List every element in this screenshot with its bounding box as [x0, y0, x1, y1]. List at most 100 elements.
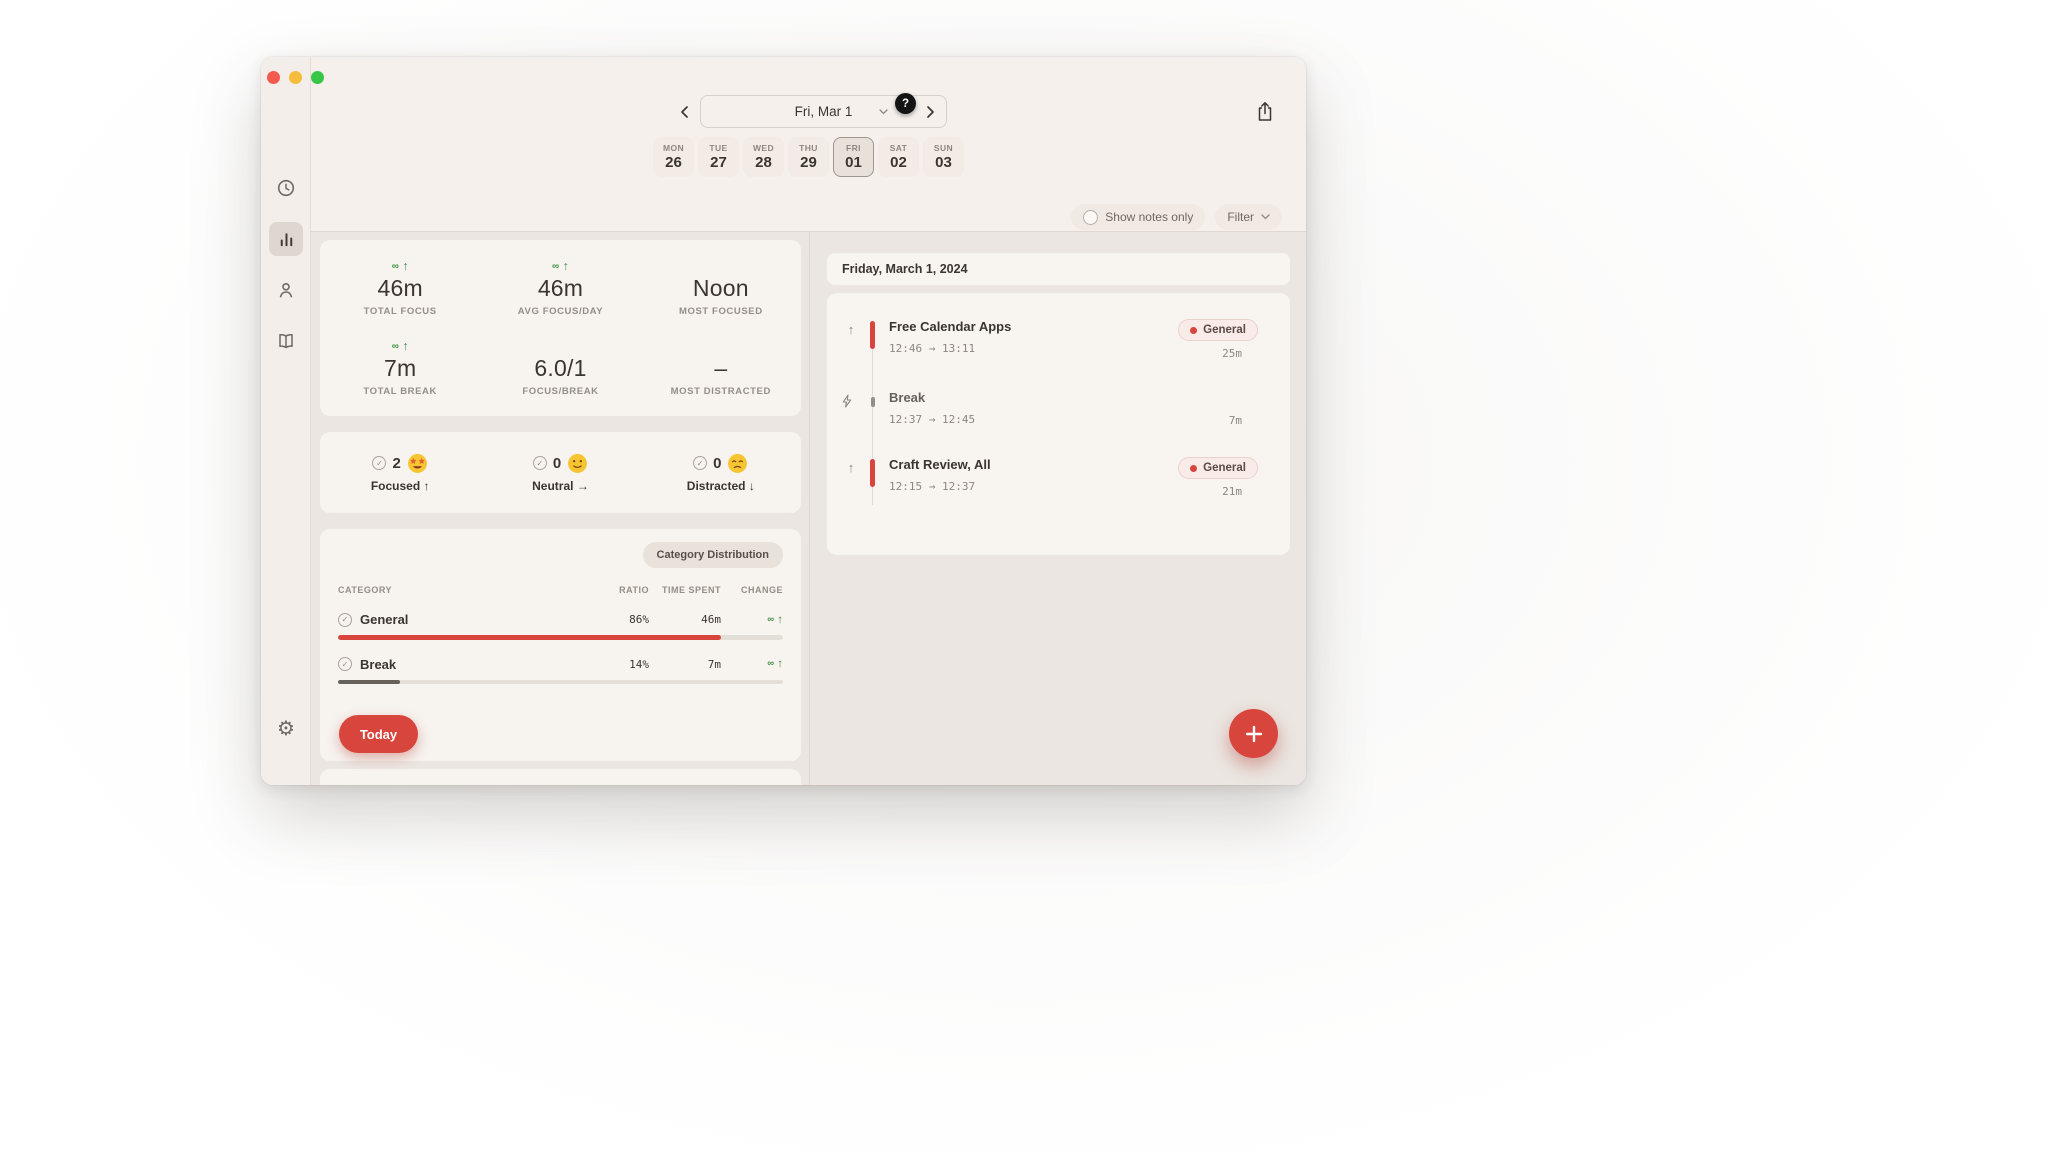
session-row-craft-review[interactable]: ↑ Craft Review, All 12:15 → 12:37 Genera… [841, 457, 1290, 498]
session-row-free-calendar-apps[interactable]: ↑ Free Calendar Apps 12:46 → 13:11 Gener… [841, 319, 1290, 360]
summary-stats-card: ∞ ↑ 46m TOTAL FOCUS ∞ ↑ 46m AVG FOCUS/DA… [320, 240, 801, 416]
mood-label: Distracted ↓ [686, 478, 755, 493]
sidebar-item-stats[interactable] [269, 222, 303, 256]
help-badge[interactable]: ? [895, 93, 916, 114]
check-circle-icon[interactable]: ✓ [532, 456, 547, 470]
book-icon [276, 331, 296, 351]
stat-value: 46m [537, 275, 584, 301]
stat-total-focus: ∞ ↑ 46m TOTAL FOCUS [320, 248, 480, 328]
app-window: ⚙ Fri, Mar 1 ? [261, 57, 1306, 785]
column-header-category: CATEGORY [338, 585, 393, 595]
timeline-pane: Friday, March 1, 2024 ↑ Free Calendar Ap… [810, 232, 1306, 785]
category-badge: General [1178, 457, 1258, 479]
day-name: SUN [933, 143, 954, 153]
trend-up-indicator: ∞ ↑ [391, 339, 409, 353]
day-name: MON [662, 143, 685, 153]
day-cell-tue[interactable]: TUE 27 [698, 137, 739, 177]
mood-neutral: ✓ 0 Neutral → [480, 432, 640, 513]
day-number: 27 [710, 154, 727, 171]
category-row-break: ✓ Break 14% 7m ∞ ↑ [338, 657, 783, 684]
mood-label: Focused ↑ [370, 478, 430, 493]
show-notes-only-label: Show notes only [1105, 210, 1194, 224]
category-time-spent: 46m [701, 613, 721, 626]
stat-label: TOTAL BREAK [363, 386, 437, 397]
window-controls [267, 71, 324, 84]
chevron-down-icon [879, 109, 888, 115]
day-cell-sat[interactable]: SAT 02 [878, 137, 919, 177]
sidebar-item-profile[interactable] [269, 273, 303, 307]
stat-label: MOST FOCUSED [678, 306, 763, 317]
plus-icon [1244, 724, 1264, 744]
category-name: General [360, 612, 409, 627]
category-table-headers: CATEGORY RATIO TIME SPENT CHANGE [338, 585, 783, 595]
category-dot-icon [1190, 464, 1198, 472]
date-picker[interactable]: Fri, Mar 1 ? [700, 93, 947, 128]
day-name: FRI [846, 143, 861, 153]
pensive-emoji-icon [727, 453, 748, 474]
session-title: Break [889, 390, 926, 405]
category-row-general: ✓ General 86% 46m ∞ ↑ [338, 612, 783, 640]
next-card-peek [320, 769, 801, 785]
session-row-break[interactable]: Break 12:37 → 12:45 7m [841, 390, 1290, 427]
previous-day-button[interactable] [670, 96, 700, 128]
day-name: SAT [889, 143, 908, 153]
settings-button[interactable]: ⚙ [261, 716, 311, 741]
check-circle-icon[interactable]: ✓ [693, 456, 708, 470]
share-button[interactable] [1250, 96, 1280, 126]
stat-label: MOST DISTRACTED [670, 386, 771, 397]
person-icon [276, 280, 296, 300]
minimize-window-button[interactable] [289, 71, 302, 84]
lightning-icon [841, 394, 861, 408]
next-day-button[interactable] [917, 96, 943, 127]
category-ratio: 86% [629, 613, 649, 626]
current-date-label: Fri, Mar 1 [794, 104, 853, 119]
stats-pane: ∞ ↑ 46m TOTAL FOCUS ∞ ↑ 46m AVG FOCUS/DA… [311, 232, 810, 785]
stat-most-focused: Noon MOST FOCUSED [641, 248, 801, 328]
zoom-window-button[interactable] [311, 71, 324, 84]
category-change: ∞ ↑ [767, 613, 783, 626]
category-distribution-pill[interactable]: Category Distribution [642, 542, 783, 568]
day-cell-sun[interactable]: SUN 03 [923, 137, 964, 177]
day-cell-thu[interactable]: THU 29 [788, 137, 829, 177]
day-cell-wed[interactable]: WED 28 [743, 137, 784, 177]
check-circle-icon[interactable]: ✓ [338, 612, 352, 627]
week-day-selector: MON 26 TUE 27 WED 28 THU 29 [311, 137, 1306, 177]
session-title: Craft Review, All [889, 457, 991, 472]
day-cell-mon[interactable]: MON 26 [653, 137, 694, 177]
focus-arrow-icon: ↑ [847, 460, 855, 475]
sidebar-item-journal[interactable] [269, 324, 303, 358]
timeline-date-header: Friday, March 1, 2024 [827, 253, 1290, 285]
show-notes-only-toggle[interactable]: Show notes only [1071, 204, 1206, 230]
day-cell-fri[interactable]: FRI 01 [833, 137, 874, 177]
trend-up-indicator: ∞ ↑ [391, 259, 409, 273]
add-session-button[interactable] [1229, 709, 1278, 758]
timeline-date-title: Friday, March 1, 2024 [842, 262, 968, 276]
trend-up-indicator: ∞ ↑ [552, 259, 569, 273]
mood-label: Neutral → [532, 478, 589, 493]
stat-label: FOCUS/BREAK [522, 386, 599, 397]
stat-focus-break-ratio: 6.0/1 FOCUS/BREAK [480, 328, 640, 408]
date-navigation: Fri, Mar 1 ? [311, 93, 1306, 128]
category-badge: General [1178, 319, 1258, 341]
stat-label: TOTAL FOCUS [363, 306, 437, 317]
day-number: 02 [890, 154, 907, 171]
focus-arrow-icon: ↑ [847, 322, 855, 337]
day-name: THU [799, 143, 818, 153]
stat-total-break: ∞ ↑ 7m TOTAL BREAK [320, 328, 480, 408]
chevron-down-icon [1261, 214, 1270, 220]
check-circle-icon[interactable]: ✓ [338, 657, 352, 671]
session-time-range: 12:46 → 13:11 [889, 342, 976, 355]
filter-dropdown[interactable]: Filter [1215, 204, 1282, 230]
sidebar-item-history[interactable] [269, 171, 303, 205]
session-title: Free Calendar Apps [889, 319, 1012, 334]
today-button[interactable]: Today [339, 715, 418, 753]
check-circle-icon[interactable]: ✓ [372, 456, 387, 470]
chevron-left-icon [678, 105, 692, 119]
toggle-circle-icon [1083, 209, 1099, 225]
close-window-button[interactable] [267, 71, 280, 84]
clock-icon [276, 178, 296, 198]
star-struck-emoji-icon [407, 453, 428, 474]
share-icon [1256, 101, 1274, 122]
category-dot-icon [1190, 326, 1198, 334]
